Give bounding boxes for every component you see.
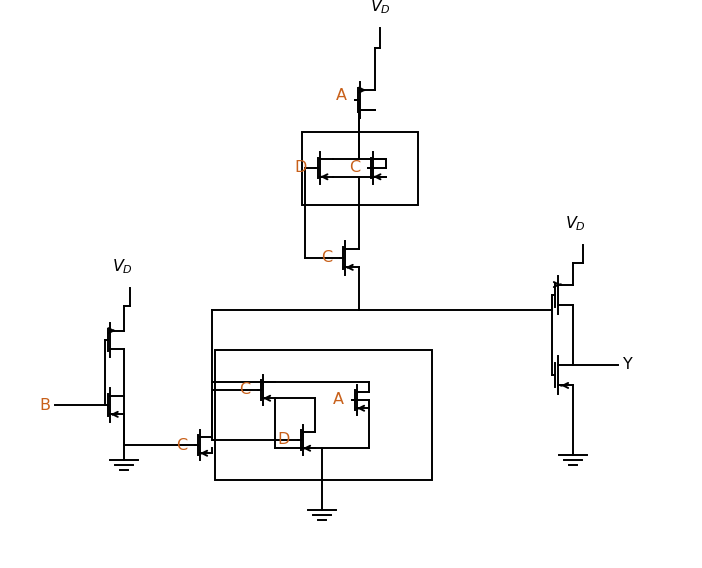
Text: C: C — [176, 437, 187, 453]
Text: $V_D$: $V_D$ — [369, 0, 390, 16]
Text: A: A — [336, 87, 347, 102]
Text: D: D — [277, 432, 290, 448]
Bar — [302, 132, 418, 205]
Text: Y: Y — [623, 357, 633, 372]
Text: $V_D$: $V_D$ — [564, 214, 585, 233]
Text: C: C — [321, 250, 332, 265]
Text: $V_D$: $V_D$ — [112, 257, 133, 276]
Text: A: A — [333, 392, 344, 407]
Text: C: C — [349, 161, 360, 176]
Bar — [215, 350, 432, 480]
Text: D: D — [295, 161, 307, 176]
Text: B: B — [39, 398, 50, 412]
Text: C: C — [239, 382, 250, 398]
